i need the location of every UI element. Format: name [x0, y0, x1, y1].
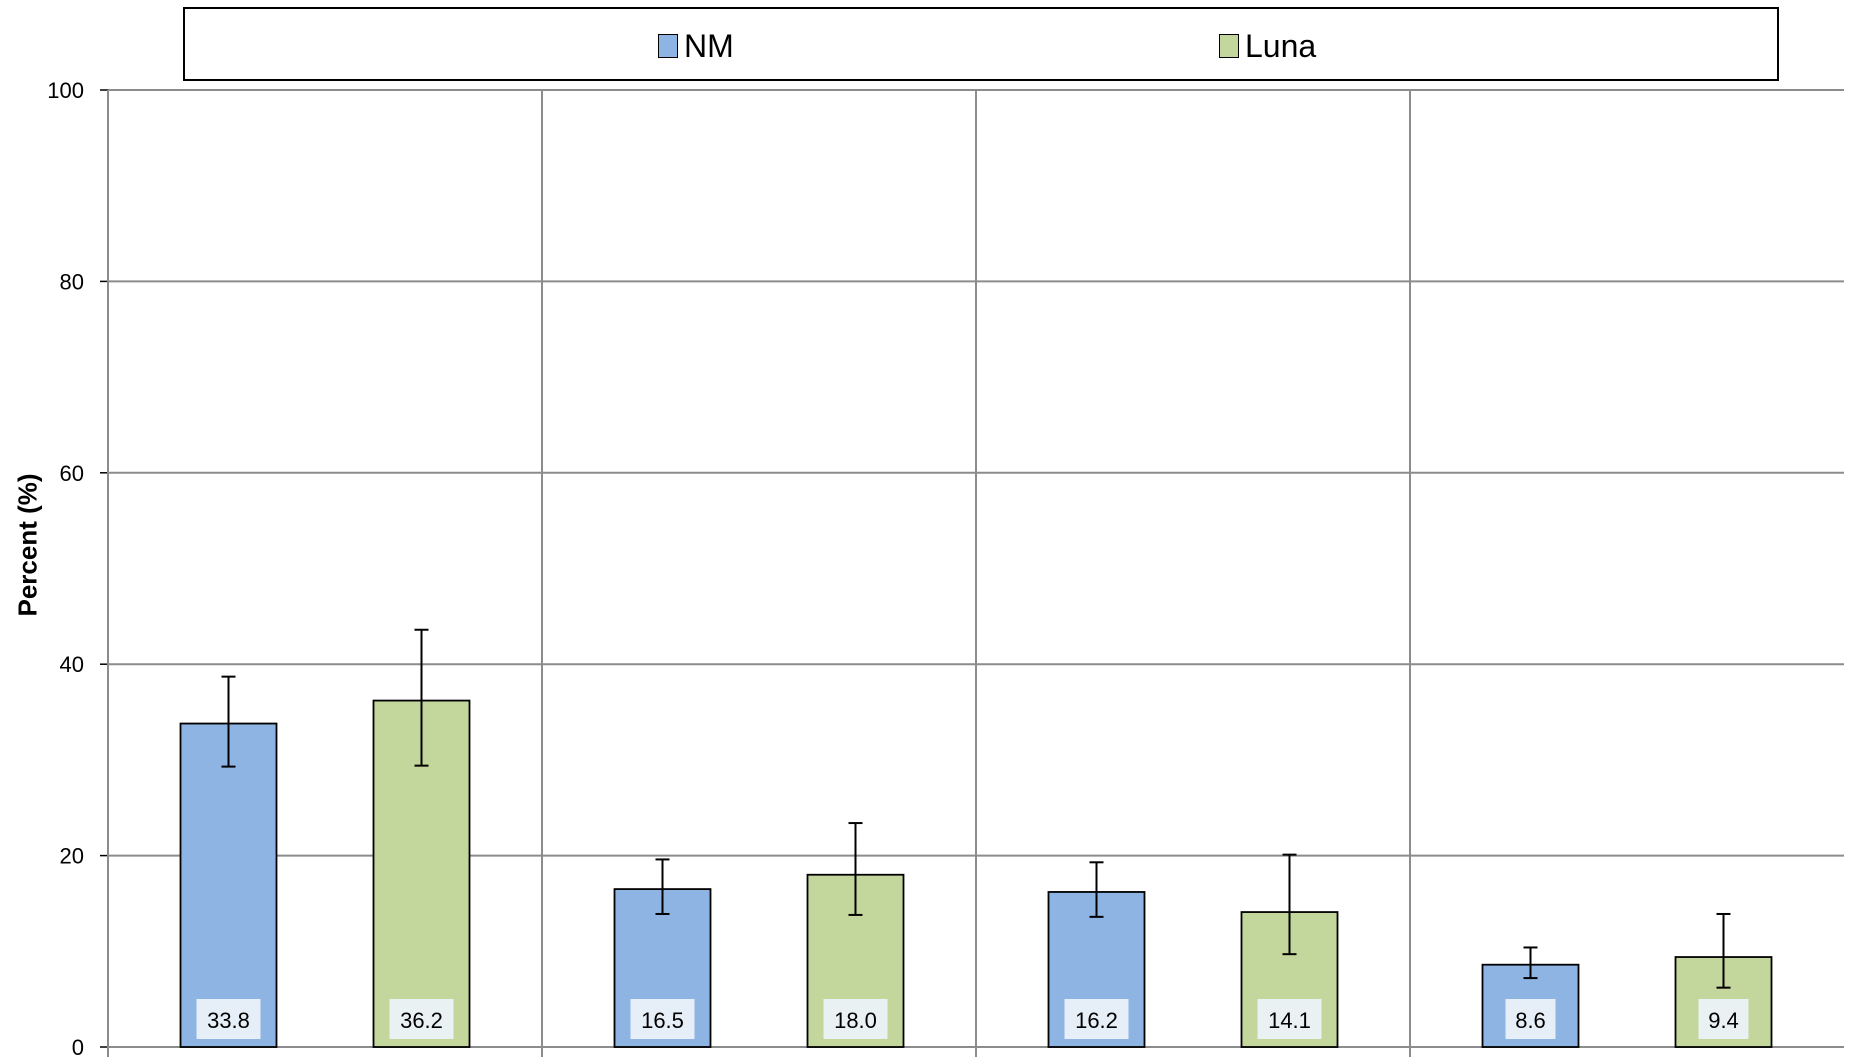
data-label-bg: [196, 999, 261, 1039]
y-tick-label: 40: [60, 652, 84, 677]
y-axis-title: Percent (%): [12, 473, 43, 617]
y-tick-label: 60: [60, 461, 84, 486]
data-label: 14.1: [1268, 1008, 1311, 1033]
axes: 0 20 40 60 80 100: [47, 78, 1844, 1060]
error-bars: [221, 628, 1731, 989]
data-label-bg: [630, 999, 695, 1039]
data-label: 36.2: [400, 1008, 443, 1033]
data-labels: 33.8 16.5 16.2 8.6 36.2 18.0 14.1 9.4: [196, 999, 1749, 1039]
legend-swatch-luna: [1219, 34, 1239, 58]
data-label: 8.6: [1515, 1008, 1546, 1033]
data-label: 18.0: [834, 1008, 877, 1033]
y-tick-label: 100: [47, 78, 84, 103]
legend-label-nm: NM: [684, 27, 734, 64]
y-tick-label: 20: [60, 844, 84, 869]
data-label-bg: [1257, 999, 1322, 1039]
data-label-bg: [1064, 999, 1129, 1039]
legend-item-nm: NM: [658, 9, 734, 83]
data-label: 16.2: [1075, 1008, 1118, 1033]
bar: [179, 722, 278, 1048]
data-label-bg: [823, 999, 888, 1039]
legend: NM Luna: [183, 7, 1779, 81]
legend-swatch-nm: [658, 34, 678, 58]
data-label: 33.8: [207, 1008, 250, 1033]
data-label: 16.5: [641, 1008, 684, 1033]
legend-label-luna: Luna: [1245, 27, 1317, 64]
y-tick-label: 80: [60, 269, 84, 294]
y-tick-label: 0: [72, 1035, 84, 1060]
legend-item-luna: Luna: [1219, 9, 1316, 83]
data-label-bg: [389, 999, 454, 1039]
data-label-bg: [1505, 999, 1556, 1039]
grid: [108, 89, 1844, 1057]
data-label: 9.4: [1708, 1008, 1739, 1033]
data-label-bg: [1698, 999, 1749, 1039]
